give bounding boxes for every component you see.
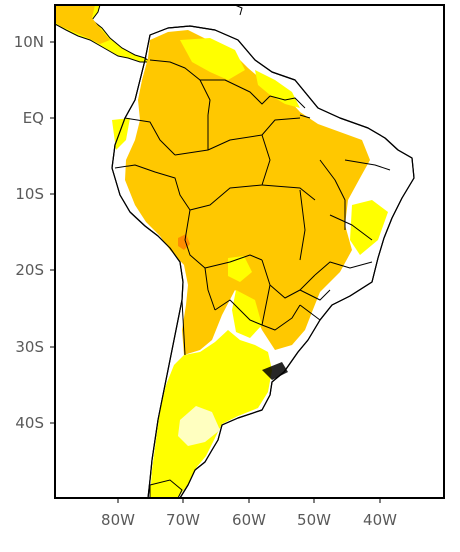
yellow-patch-east <box>350 200 388 255</box>
lat-label-eq: EQ <box>23 109 44 127</box>
falkland-like-island <box>262 362 288 380</box>
lon-label-70w: 70W <box>166 511 200 529</box>
lat-label-10s: 10S <box>15 185 44 203</box>
country-borders <box>114 59 391 356</box>
map-area <box>55 5 415 498</box>
lon-label-60w: 60W <box>232 511 266 529</box>
light-yellow-patch <box>178 406 220 446</box>
south-america-coastline <box>111 25 415 498</box>
lon-label-50w: 50W <box>297 511 331 529</box>
lat-label-30s: 30S <box>15 338 44 356</box>
lon-label-40w: 40W <box>363 511 397 529</box>
tierra-del-fuego <box>149 479 183 498</box>
central-america-orange-zone <box>55 5 110 44</box>
yellow-patch-north <box>180 38 245 80</box>
yellow-patch-central <box>228 256 252 282</box>
lat-label-20s: 20S <box>15 261 44 279</box>
yellow-patch-paraguay <box>232 290 262 338</box>
lat-label-40s: 40S <box>15 414 44 432</box>
longitude-axis: 80W 70W 60W 50W 40W <box>101 498 397 529</box>
orange-zone <box>125 30 370 355</box>
latitude-axis: 10N EQ 10S 20S 30S 40S <box>14 33 55 432</box>
lon-label-80w: 80W <box>101 511 135 529</box>
yellow-patch-guianas <box>255 70 300 108</box>
lat-label-10n: 10N <box>14 33 44 51</box>
